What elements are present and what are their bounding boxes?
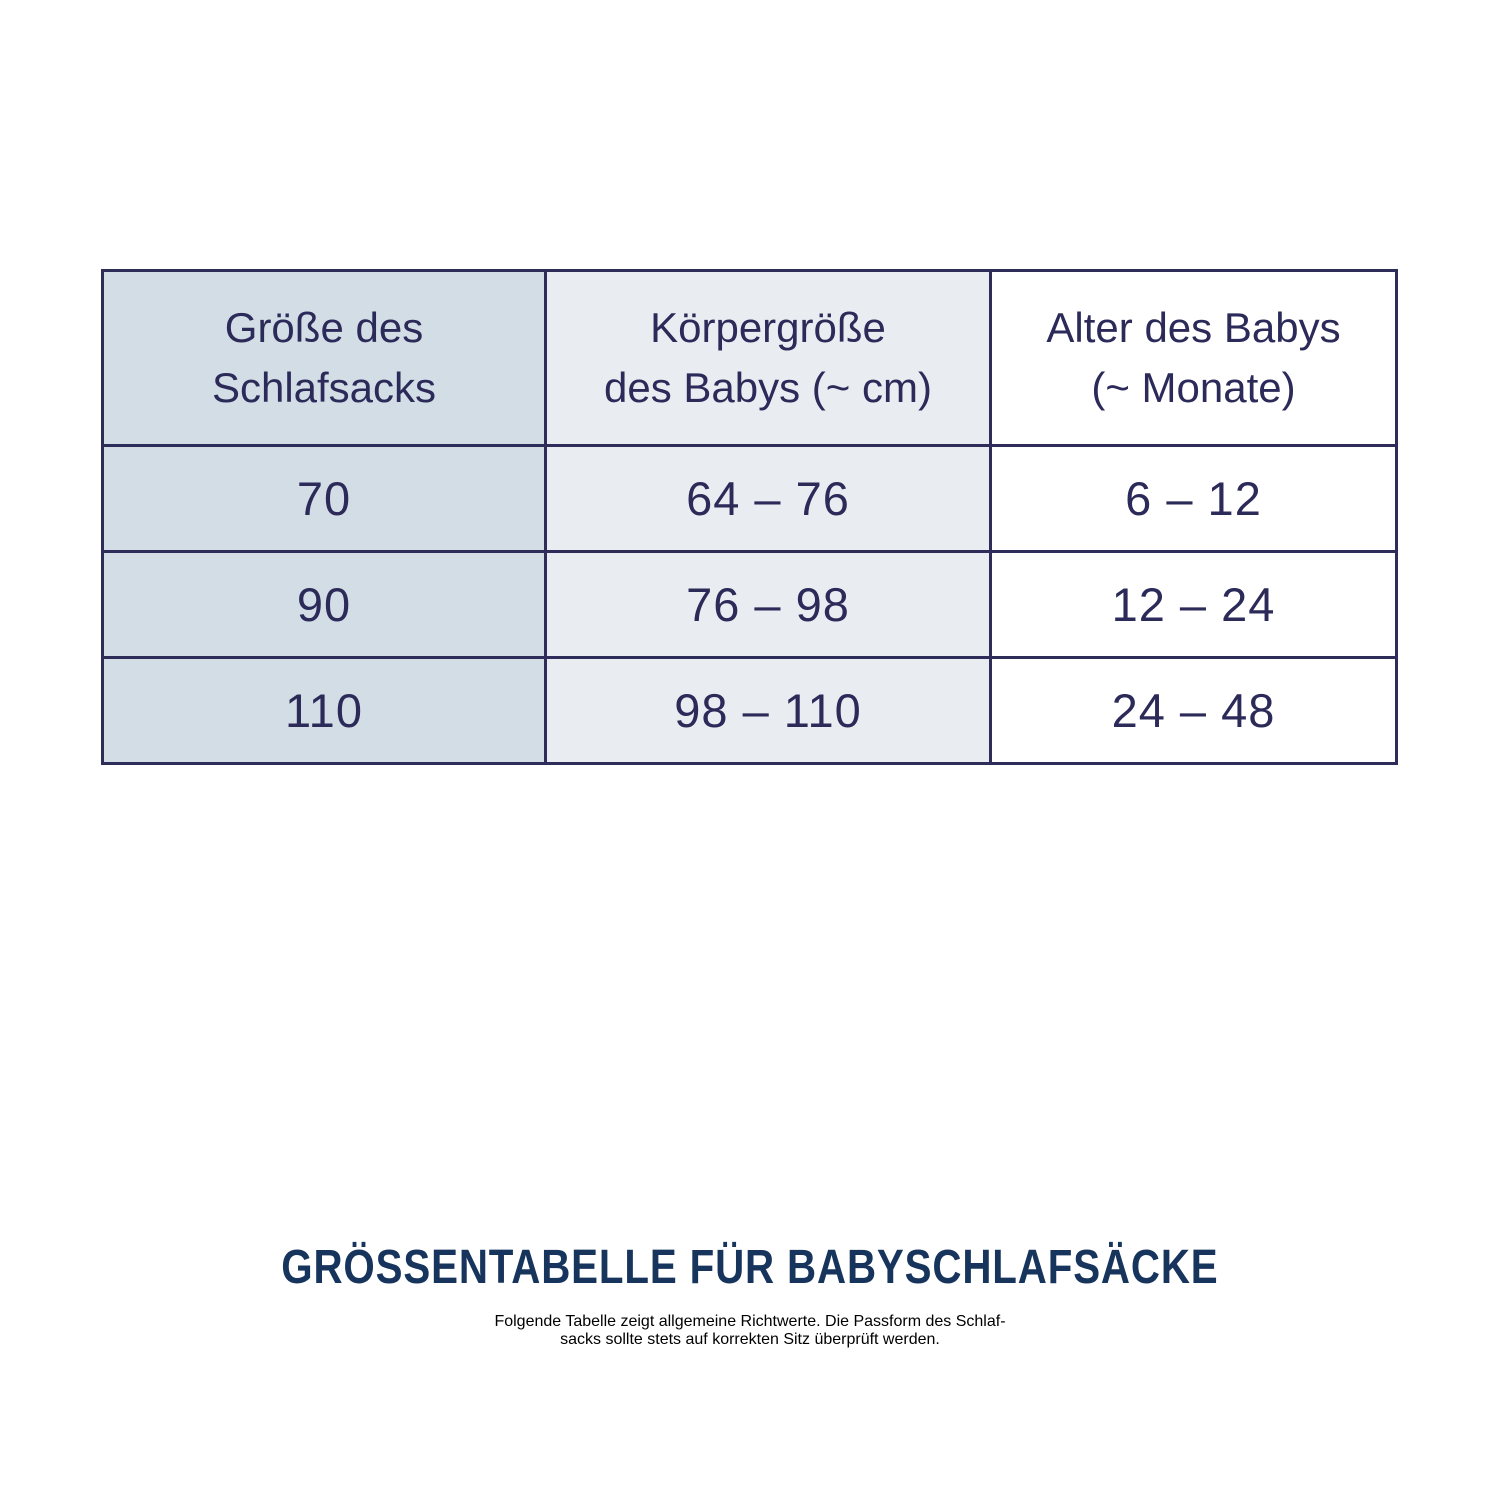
cell-height: 64 – 76 [544,444,992,553]
header-cell-baby-age: Alter des Babys (~ Monate) [989,269,1398,447]
header-line: Alter des Babys [1046,304,1341,352]
cell-age: 6 – 12 [989,444,1398,553]
cell-size: 110 [101,656,547,765]
caption-text-line-1: Folgende Tabelle zeigt allgemeine Richtw… [494,1313,1006,1330]
size-chart-table: Größe des Schlafsacks Körpergröße des Ba… [101,269,1398,765]
cell-age: 24 – 48 [989,656,1398,765]
header-line: Größe des [224,304,424,352]
header-line: Körpergröße [650,304,886,352]
header-cell-body-height: Körpergröße des Babys (~ cm) [544,269,992,447]
header-line: des Babys (~ cm) [604,364,932,411]
caption-block: GRÖSSENTABELLE FÜR BABYSCHLAFSÄCKE Folge… [0,1240,1500,1365]
table-header-row: Größe des Schlafsacks Körpergröße des Ba… [101,269,1398,447]
table-row-size-90: 90 76 – 98 12 – 24 [101,550,1398,659]
table-row-size-70: 70 64 – 76 6 – 12 [101,444,1398,553]
caption-text-line-2: sacks sollte stets auf korrekten Sitz üb… [560,1331,940,1348]
cell-height: 76 – 98 [544,550,992,659]
cell-height: 98 – 110 [544,656,992,765]
cell-age: 12 – 24 [989,550,1398,659]
table-row-size-110: 110 98 – 110 24 – 48 [101,656,1398,765]
header-line: Schlafsacks [211,364,437,411]
cell-size: 90 [101,550,547,659]
header-line: (~ Monate) [1091,364,1296,411]
header-cell-sleeping-bag-size: Größe des Schlafsacks [101,269,547,447]
cell-size: 70 [101,444,547,553]
caption-title: GRÖSSENTABELLE FÜR BABYSCHLAFSÄCKE [281,1241,1219,1294]
